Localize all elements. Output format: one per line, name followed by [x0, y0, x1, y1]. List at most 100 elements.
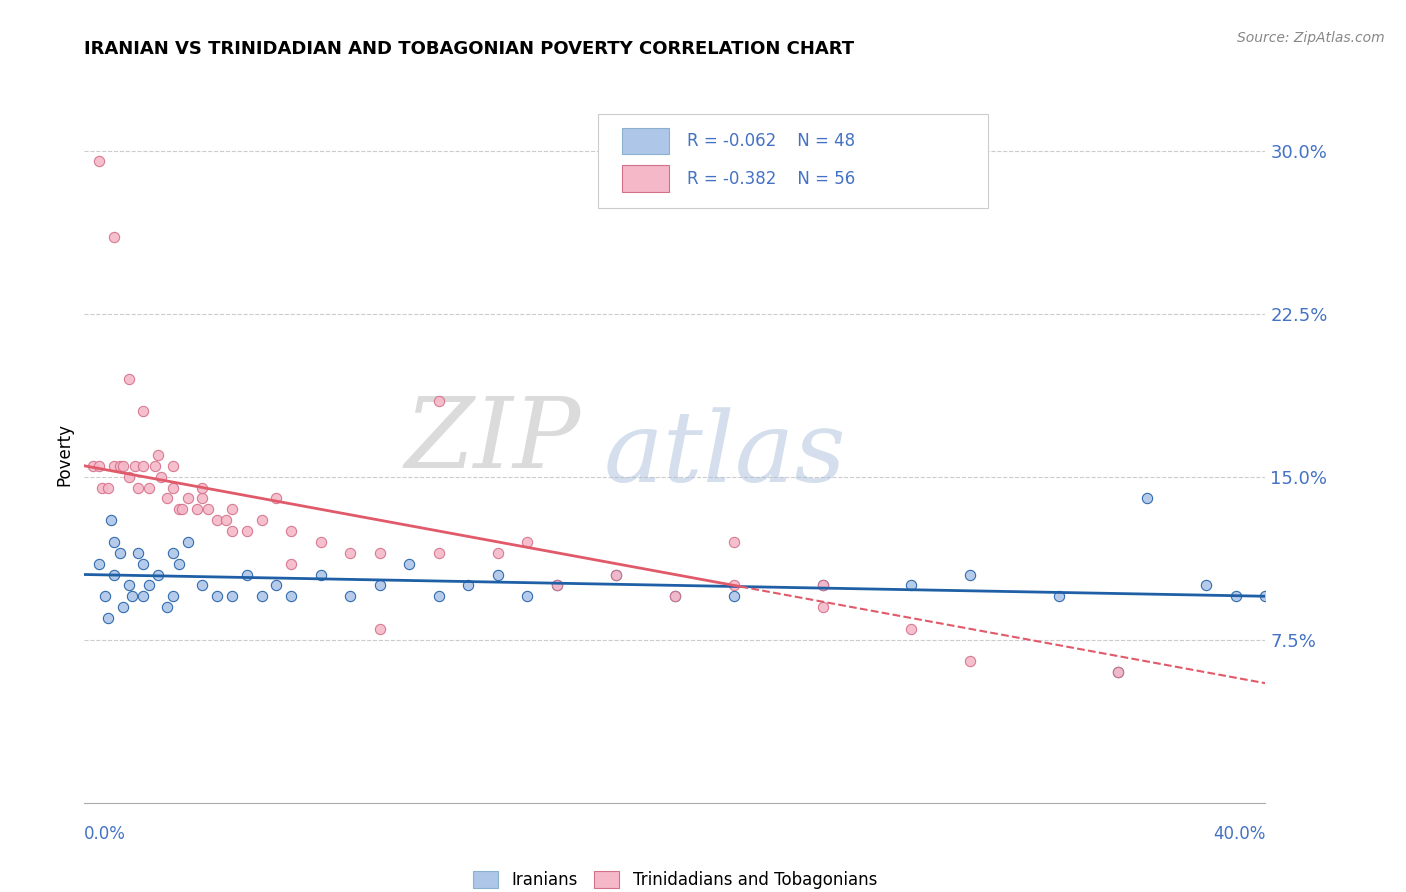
- Point: [138, 578, 160, 592]
- Point: [1047, 589, 1070, 603]
- Point: [221, 589, 243, 603]
- Point: [605, 567, 627, 582]
- Text: atlas: atlas: [605, 408, 846, 502]
- Point: [723, 578, 745, 592]
- Point: [162, 458, 184, 473]
- Point: [191, 578, 214, 592]
- Point: [250, 589, 273, 603]
- Point: [664, 589, 686, 603]
- Point: [127, 481, 149, 495]
- Point: [132, 404, 155, 418]
- Point: [811, 600, 834, 615]
- Point: [94, 589, 117, 603]
- Point: [221, 502, 243, 516]
- Point: [156, 600, 179, 615]
- Point: [398, 557, 420, 571]
- FancyBboxPatch shape: [598, 114, 988, 208]
- Point: [108, 458, 131, 473]
- Point: [103, 535, 125, 549]
- Point: [427, 589, 450, 603]
- Point: [250, 513, 273, 527]
- Point: [309, 535, 332, 549]
- Point: [148, 567, 170, 582]
- Point: [156, 491, 179, 506]
- Point: [127, 546, 149, 560]
- Point: [205, 589, 228, 603]
- Point: [1107, 665, 1129, 680]
- Point: [177, 535, 200, 549]
- Point: [486, 546, 509, 560]
- Point: [97, 611, 120, 625]
- Point: [516, 535, 538, 549]
- Point: [1225, 589, 1247, 603]
- Text: R = -0.062    N = 48: R = -0.062 N = 48: [686, 132, 855, 150]
- Point: [339, 589, 361, 603]
- Point: [516, 589, 538, 603]
- Point: [118, 372, 141, 386]
- Point: [121, 589, 143, 603]
- Point: [162, 589, 184, 603]
- Point: [1195, 578, 1218, 592]
- Point: [1254, 589, 1277, 603]
- Point: [87, 458, 111, 473]
- Point: [162, 546, 184, 560]
- Point: [100, 513, 122, 527]
- Point: [723, 535, 745, 549]
- Point: [118, 578, 141, 592]
- Point: [1136, 491, 1159, 506]
- Text: ZIP: ZIP: [404, 393, 581, 489]
- Point: [177, 491, 200, 506]
- Point: [546, 578, 568, 592]
- Point: [124, 458, 146, 473]
- Point: [811, 578, 834, 592]
- Point: [91, 481, 114, 495]
- Point: [959, 655, 981, 669]
- Point: [664, 589, 686, 603]
- Point: [103, 567, 125, 582]
- Point: [457, 578, 479, 592]
- Point: [111, 600, 134, 615]
- Point: [605, 567, 627, 582]
- Point: [811, 578, 834, 592]
- Text: Source: ZipAtlas.com: Source: ZipAtlas.com: [1237, 31, 1385, 45]
- Point: [280, 589, 302, 603]
- Point: [427, 393, 450, 408]
- Point: [186, 502, 208, 516]
- Point: [108, 546, 131, 560]
- Point: [368, 578, 391, 592]
- Point: [235, 524, 259, 538]
- Point: [264, 578, 288, 592]
- Text: 40.0%: 40.0%: [1213, 825, 1265, 843]
- Point: [235, 567, 259, 582]
- Point: [118, 469, 141, 483]
- Text: R = -0.382    N = 56: R = -0.382 N = 56: [686, 169, 855, 187]
- Point: [148, 448, 170, 462]
- Point: [264, 491, 288, 506]
- Point: [87, 154, 111, 169]
- Point: [900, 622, 922, 636]
- Y-axis label: Poverty: Poverty: [55, 424, 73, 486]
- Point: [191, 491, 214, 506]
- Point: [191, 481, 214, 495]
- Point: [87, 557, 111, 571]
- Point: [132, 589, 155, 603]
- Point: [280, 524, 302, 538]
- Point: [215, 513, 238, 527]
- Point: [138, 481, 160, 495]
- Point: [205, 513, 228, 527]
- Point: [309, 567, 332, 582]
- Point: [82, 458, 104, 473]
- FancyBboxPatch shape: [621, 128, 669, 154]
- Legend: Iranians, Trinidadians and Tobagonians: Iranians, Trinidadians and Tobagonians: [467, 863, 883, 892]
- Point: [486, 567, 509, 582]
- Point: [368, 546, 391, 560]
- Point: [167, 502, 190, 516]
- Point: [170, 502, 193, 516]
- Point: [339, 546, 361, 560]
- Point: [1107, 665, 1129, 680]
- Point: [150, 469, 173, 483]
- Point: [132, 557, 155, 571]
- Point: [167, 557, 190, 571]
- Point: [111, 458, 134, 473]
- Point: [132, 458, 155, 473]
